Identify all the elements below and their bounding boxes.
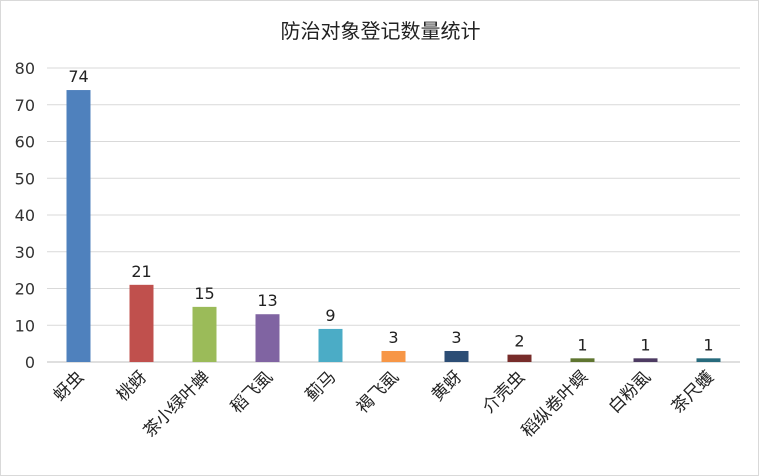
bar-1 <box>66 90 91 363</box>
data-label: 3 <box>451 328 461 347</box>
chart-title: 防治对象登记数量统计 <box>280 19 481 43</box>
y-tick-label: 30 <box>15 243 35 262</box>
data-label: 3 <box>388 328 398 347</box>
data-label: 74 <box>68 67 88 86</box>
x-category-label: 稻纵卷叶螟 <box>518 367 592 441</box>
bar-2 <box>129 284 154 362</box>
data-label: 2 <box>514 332 524 351</box>
x-category-label: 蚜虫 <box>50 367 88 405</box>
y-tick-label: 0 <box>25 353 35 372</box>
y-tick-label: 20 <box>15 280 35 299</box>
bar-4 <box>255 314 280 362</box>
bar-6 <box>381 350 406 362</box>
y-tick-label: 40 <box>15 206 35 225</box>
bar-3 <box>192 306 217 362</box>
x-category-label: 茶小绿叶蝉 <box>140 367 214 441</box>
data-label: 9 <box>325 306 335 325</box>
x-category-label: 白粉虱 <box>605 367 655 417</box>
y-tick-label: 10 <box>15 316 35 335</box>
data-label: 1 <box>577 335 587 354</box>
x-category-label: 介壳虫 <box>479 367 529 417</box>
y-tick-label: 50 <box>15 169 35 188</box>
x-category-label: 黄蚜 <box>428 367 466 405</box>
data-label: 21 <box>131 262 151 281</box>
y-tick-label: 70 <box>15 96 35 115</box>
data-label: 15 <box>194 284 214 303</box>
x-category-label: 褐飞虱 <box>353 367 403 417</box>
x-category-label: 桃蚜 <box>113 367 151 405</box>
data-label: 13 <box>257 291 277 310</box>
data-label: 1 <box>640 335 650 354</box>
y-tick-label: 60 <box>15 133 35 152</box>
bar-8 <box>507 354 532 362</box>
bar-9 <box>570 358 595 362</box>
bar-7 <box>444 350 469 362</box>
data-label: 1 <box>703 335 713 354</box>
bar-5 <box>318 328 343 362</box>
bar-11 <box>696 358 721 362</box>
x-category-label: 稻飞虱 <box>227 367 277 417</box>
bar-10 <box>633 358 658 362</box>
y-tick-label: 80 <box>15 59 35 78</box>
x-category-label: 茶尺蠖 <box>668 367 718 417</box>
x-category-label: 蓟马 <box>302 367 340 405</box>
